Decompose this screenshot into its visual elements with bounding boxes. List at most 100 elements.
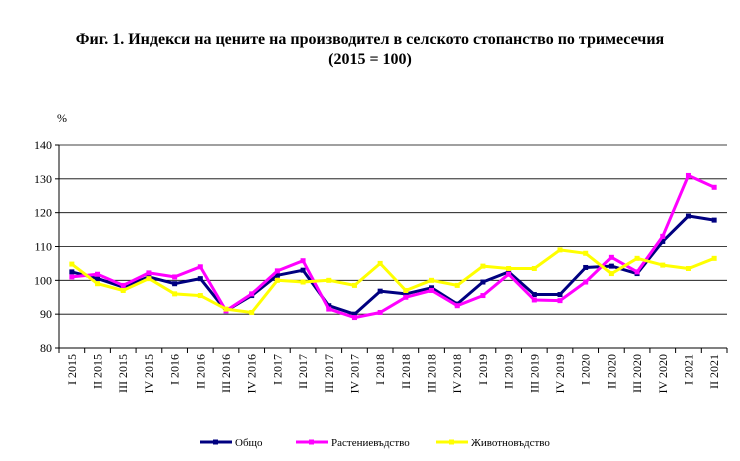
legend-label-1: Растениевъдство [331,437,410,449]
series-1-point-8 [274,268,280,274]
x-tick-label-18: III 2019 [527,354,541,393]
x-tick-label-17: II 2019 [502,354,516,389]
x-tick-label-1: II 2015 [91,354,105,389]
y-tick-label-110: 110 [34,240,52,254]
x-tick-label-14: III 2018 [425,354,439,393]
series-0-point-23 [660,238,666,244]
series-2-point-7 [249,309,255,315]
series-2-point-23 [660,262,666,268]
legend-swatch-marker-1 [309,439,314,445]
y-axis-unit-label: % [57,111,67,125]
series-2-point-4 [172,291,178,297]
series-0-point-21 [608,263,614,269]
series-0-point-0 [69,269,75,275]
series-1-point-22 [634,269,640,275]
x-tick-label-23: IV 2020 [656,354,670,393]
series-1-point-9 [300,258,306,264]
x-tick-label-10: III 2017 [322,354,336,393]
x-tick-label-5: II 2016 [193,354,207,389]
x-tick-label-12: I 2018 [373,354,387,385]
series-1-point-3 [146,270,152,276]
series-2-point-25 [711,255,717,261]
series-1-point-0 [69,274,75,280]
x-tick-label-6: III 2016 [219,354,233,393]
series-2-point-12 [377,260,383,266]
series-1-point-24 [685,172,691,178]
series-0-point-14 [429,285,435,291]
series-1-point-15 [454,303,460,309]
series-1-point-5 [197,264,203,270]
series-0-point-16 [480,279,486,285]
series-0-point-13 [403,291,409,297]
chart-title-line-1: Фиг. 1. Индекси на цените на производите… [75,31,665,48]
series-0-point-10 [326,303,332,309]
series-0-point-5 [197,276,203,282]
x-tick-label-22: III 2020 [630,354,644,393]
legend-swatch-marker-0 [213,439,218,445]
series-2-point-8 [274,277,280,283]
series-2-point-2 [120,287,126,293]
x-tick-label-16: I 2019 [476,354,490,385]
series-1-point-21 [608,254,614,260]
series-0-point-24 [685,213,691,219]
y-tick-label-130: 130 [34,172,52,186]
series-1-point-17 [506,271,512,277]
series-0-point-25 [711,217,717,223]
series-0-point-12 [377,288,383,294]
series-2-point-1 [95,281,101,287]
x-tick-label-20: I 2020 [579,354,593,385]
series-0-point-18 [531,292,537,298]
x-tick-label-13: II 2018 [399,354,413,389]
series-0-point-19 [557,292,563,298]
series-2-point-19 [557,247,563,253]
series-2-point-15 [454,282,460,288]
series-0-point-9 [300,267,306,273]
series-0-point-11 [351,311,357,317]
x-tick-label-25: II 2021 [707,354,721,389]
series-1-point-7 [249,291,255,297]
x-tick-label-15: IV 2018 [450,354,464,393]
series-1-point-16 [480,293,486,299]
series-0-point-1 [95,276,101,282]
series-2-point-18 [531,265,537,271]
series-2-point-14 [429,277,435,283]
series-1-point-14 [429,287,435,293]
series-0-point-20 [583,264,589,270]
series-line-1 [71,174,715,320]
x-tick-label-11: IV 2017 [347,354,361,393]
series-2-point-9 [300,279,306,285]
x-tick-label-2: III 2015 [116,354,130,393]
y-tick-label-120: 120 [34,206,52,220]
series-2-point-5 [197,293,203,299]
chart-title-line-2: (2015 = 100) [328,51,412,68]
y-tick-label-90: 90 [40,307,52,321]
series-2-point-11 [351,282,357,288]
y-tick-label-140: 140 [34,138,52,152]
series-1-point-1 [95,271,101,277]
series-2-point-21 [608,271,614,277]
series-1-point-12 [377,309,383,315]
series-1-point-10 [326,306,332,312]
series-2-point-16 [480,263,486,269]
series-1-point-2 [120,282,126,288]
x-tick-label-8: I 2017 [270,354,284,385]
series-1-point-11 [351,315,357,321]
x-tick-label-7: IV 2016 [245,354,259,393]
x-tick-label-24: I 2021 [681,354,695,385]
series-0-point-4 [172,281,178,287]
x-tick-label-4: I 2016 [168,354,182,385]
series-2-point-3 [146,276,152,282]
series-1-point-19 [557,298,563,304]
x-tick-label-3: IV 2015 [142,354,156,393]
series-2-point-0 [69,261,75,267]
series-2-point-13 [403,287,409,293]
series-1-point-18 [531,297,537,303]
series-2-point-10 [326,277,332,283]
series-1-point-25 [711,184,717,190]
legend-swatch-marker-2 [449,439,454,445]
series-1-point-23 [660,233,666,239]
legend-label-2: Животновъдство [471,437,550,449]
series-line-0 [71,214,715,316]
